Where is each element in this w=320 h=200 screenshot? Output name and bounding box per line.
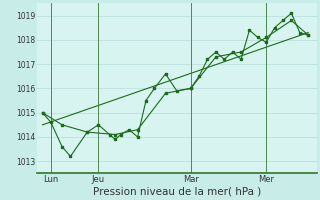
X-axis label: Pression niveau de la mer( hPa ): Pression niveau de la mer( hPa ) [92, 187, 261, 197]
